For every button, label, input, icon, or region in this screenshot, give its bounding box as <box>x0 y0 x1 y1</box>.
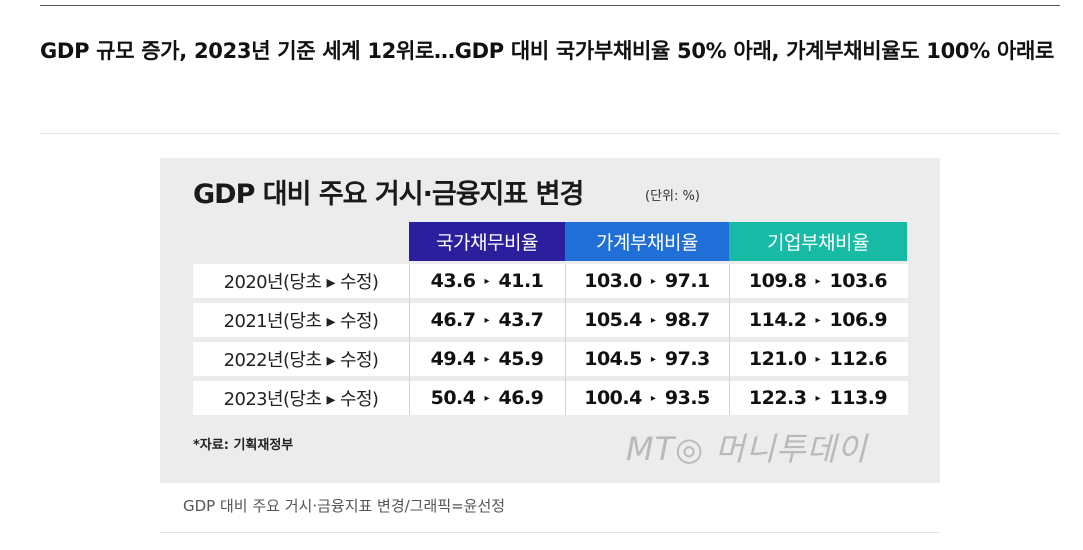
revision-arrow-icon: ▸ <box>484 314 490 326</box>
value-revised: 93.5 <box>664 387 710 409</box>
value-revised: 113.9 <box>829 387 888 409</box>
top-divider <box>40 5 1060 6</box>
table-cell: 109.8 ▸ 103.6 <box>729 264 907 298</box>
revision-arrow-icon: ▸ <box>650 275 656 287</box>
column-divider <box>565 264 566 415</box>
value-original: 100.4 <box>584 387 642 409</box>
table-cell: 114.2 ▸ 106.9 <box>729 303 907 337</box>
table-cell: 43.6 ▸ 41.1 <box>409 264 565 298</box>
value-original: 103.0 <box>584 270 642 292</box>
value-revised: 98.7 <box>664 309 710 331</box>
value-revised: 97.3 <box>664 348 710 370</box>
column-header-corporate-debt: 기업부채비율 <box>729 222 907 261</box>
table-cell: 50.4 ▸ 46.9 <box>409 381 565 415</box>
value-original: 121.0 <box>748 348 807 370</box>
figure-title: GDP 대비 주요 거시·금융지표 변경 <box>193 179 584 210</box>
article-headline: GDP 규모 증가, 2023년 기준 세계 12위로…GDP 대비 국가부채비… <box>40 39 1055 63</box>
revision-arrow-icon: ▸ <box>484 275 490 287</box>
data-source: *자료: 기획재정부 <box>193 438 294 453</box>
revision-arrow-icon: ▸ <box>650 314 656 326</box>
column-header-household-debt: 가계부채비율 <box>565 222 729 261</box>
value-original: 122.3 <box>748 387 807 409</box>
value-original: 114.2 <box>748 309 807 331</box>
table-cell: 103.0 ▸ 97.1 <box>565 264 729 298</box>
table-cell: 104.5 ▸ 97.3 <box>565 342 729 376</box>
row-label: 2020년(당초 ▸ 수정) <box>223 272 379 293</box>
value-revised: 46.9 <box>498 387 544 409</box>
revision-arrow-icon: ▸ <box>484 353 490 365</box>
publisher-watermark: MT◎ 머니투데이 <box>626 430 868 468</box>
value-revised: 45.9 <box>498 348 544 370</box>
headline-divider <box>40 133 1060 134</box>
value-revised: 106.9 <box>829 309 888 331</box>
row-label: 2021년(당초 ▸ 수정) <box>223 311 379 332</box>
value-revised: 43.7 <box>498 309 544 331</box>
revision-arrow-icon: ▸ <box>815 353 821 365</box>
value-original: 105.4 <box>584 309 642 331</box>
revision-arrow-icon: ▸ <box>484 392 490 404</box>
value-original: 46.7 <box>430 309 476 331</box>
row-label: 2023년(당초 ▸ 수정) <box>223 389 379 410</box>
revision-arrow-icon: ▸ <box>650 392 656 404</box>
value-revised: 112.6 <box>829 348 888 370</box>
value-original: 104.5 <box>584 348 642 370</box>
table-row <box>193 381 908 415</box>
revision-arrow-icon: ▸ <box>815 314 821 326</box>
row-label: 2022년(당초 ▸ 수정) <box>223 350 379 371</box>
value-revised: 103.6 <box>829 270 888 292</box>
value-original: 109.8 <box>748 270 807 292</box>
revision-arrow-icon: ▸ <box>815 275 821 287</box>
table-cell: 105.4 ▸ 98.7 <box>565 303 729 337</box>
column-header-national-debt: 국가채무비율 <box>409 222 565 261</box>
table-row <box>193 342 908 376</box>
value-revised: 41.1 <box>498 270 544 292</box>
table-figure: GDP 대비 주요 거시·금융지표 변경 (단위: %) 국가채무비율 가계부채… <box>160 158 940 483</box>
table-cell: 100.4 ▸ 93.5 <box>565 381 729 415</box>
figure-unit: (단위: %) <box>645 189 700 204</box>
revision-arrow-icon: ▸ <box>815 392 821 404</box>
value-revised: 97.1 <box>664 270 710 292</box>
table-cell: 49.4 ▸ 45.9 <box>409 342 565 376</box>
revision-arrow-icon: ▸ <box>650 353 656 365</box>
value-original: 49.4 <box>430 348 476 370</box>
table-row <box>193 264 908 298</box>
column-divider <box>729 264 730 415</box>
table-cell: 121.0 ▸ 112.6 <box>729 342 907 376</box>
value-original: 43.6 <box>430 270 476 292</box>
figure-caption: GDP 대비 주요 거시·금융지표 변경/그래픽=윤선정 <box>183 497 506 515</box>
table-cell: 122.3 ▸ 113.9 <box>729 381 907 415</box>
table-cell: 46.7 ▸ 43.7 <box>409 303 565 337</box>
table-row <box>193 303 908 337</box>
column-divider <box>409 264 410 415</box>
caption-divider <box>160 532 940 533</box>
value-original: 50.4 <box>430 387 476 409</box>
